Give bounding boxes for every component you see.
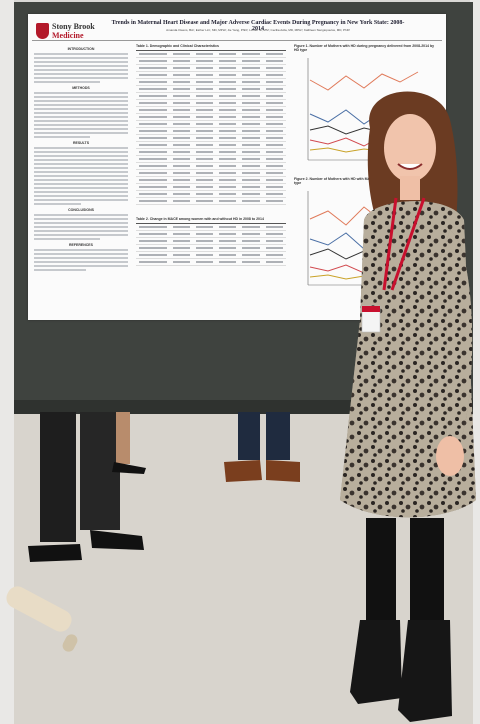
section-conclusions: CONCLUSIONS [34,208,128,212]
middle-column: Table 1. Demographic and Clinical Charac… [136,44,286,266]
section-references: REFERENCES [34,243,128,247]
table1-caption: Table 1. Demographic and Clinical Charac… [136,44,286,48]
logo-line2: Medicine [52,31,84,40]
section-methods: METHODS [34,86,128,90]
section-introduction: INTRODUCTION [34,47,128,51]
poster-authors: Amanda Owens, BA¹; Esther Lin², MD, MPH²… [98,28,418,32]
shield-icon [36,23,49,39]
background-person-heels [108,412,158,482]
section-results: RESULTS [34,141,128,145]
left-column: INTRODUCTION METHODS RESULTS CONCLUSIONS… [34,44,128,273]
title-divider [32,40,442,41]
table1 [136,50,286,205]
table2 [136,223,286,266]
table2-caption: Table 2. Change in MACE among women with… [136,217,286,221]
presenter-woman [300,80,480,724]
logo-line1: Stony Brook [52,22,95,31]
background-person-middle [220,412,310,492]
figure1-caption: Figure 1. Number of Mothers with HD duri… [294,44,440,52]
